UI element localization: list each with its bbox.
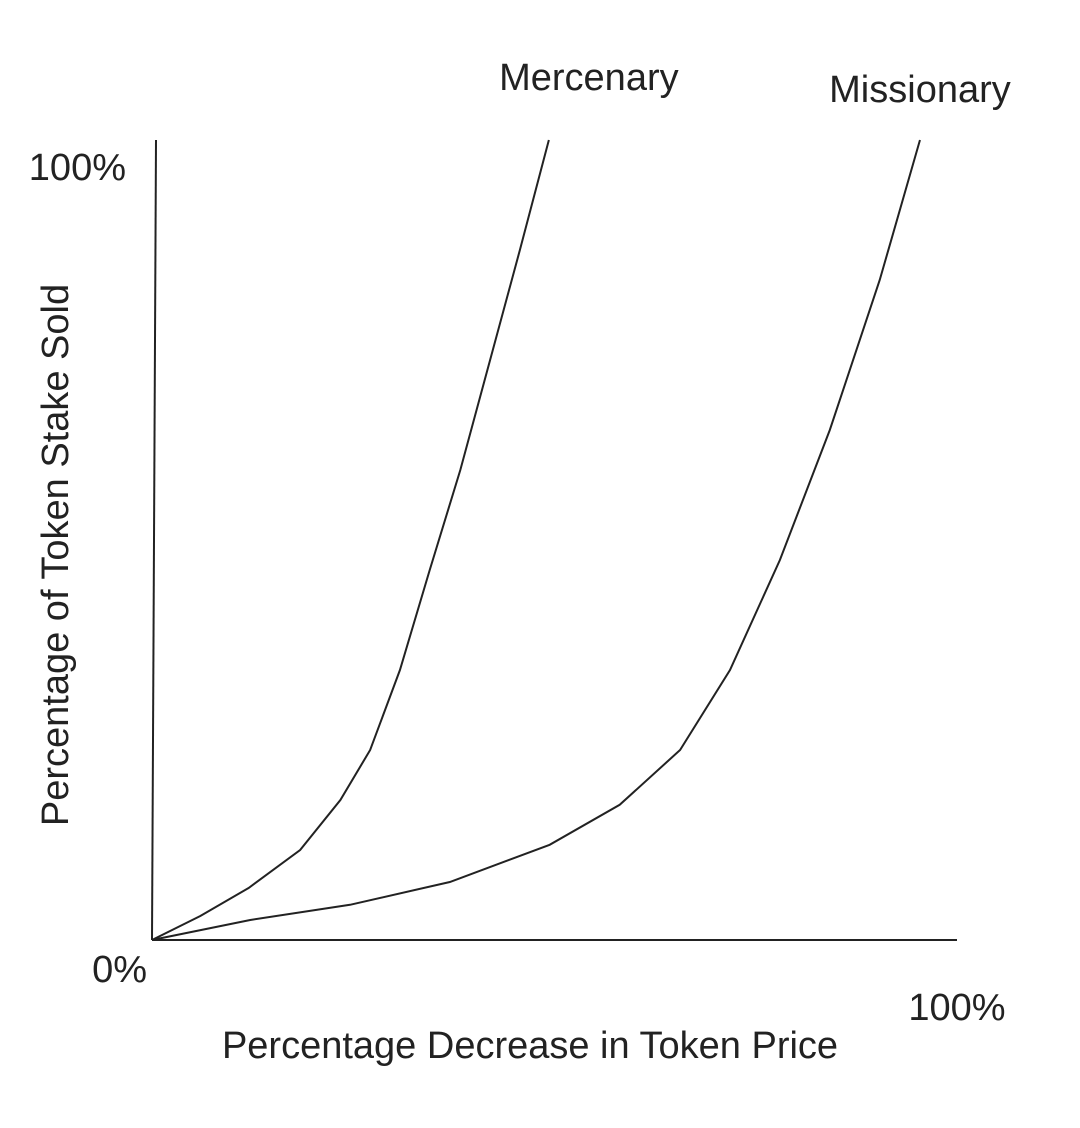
y-tick-label: 100% bbox=[29, 147, 126, 189]
y-axis-label: Percentage of Token Stake Sold bbox=[35, 284, 77, 826]
series-line bbox=[151, 139, 550, 941]
x-tick-label: 0% bbox=[92, 949, 147, 991]
series-label: Missionary bbox=[829, 69, 1011, 111]
series-label: Mercenary bbox=[499, 57, 679, 99]
y-axis bbox=[151, 139, 157, 941]
x-axis-label: Percentage Decrease in Token Price bbox=[222, 1025, 838, 1067]
series-line bbox=[151, 139, 921, 941]
x-tick-label: 100% bbox=[908, 987, 1005, 1029]
